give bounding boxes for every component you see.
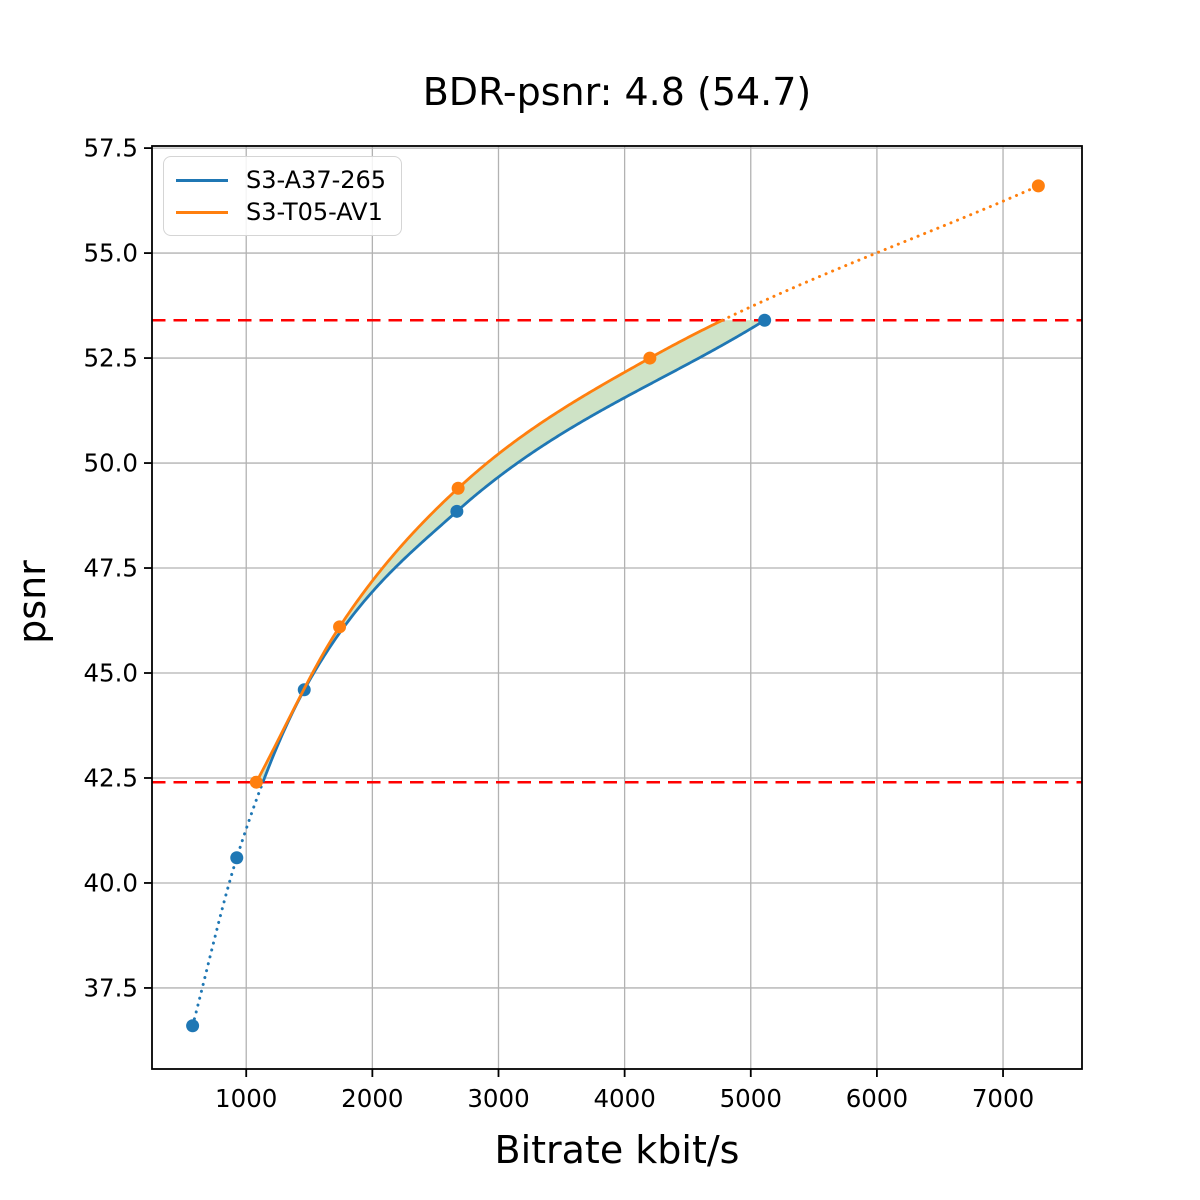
legend-line-sample-orange bbox=[176, 210, 228, 214]
y-tick-label: 52.5 bbox=[83, 344, 138, 373]
y-tick-label: 37.5 bbox=[83, 973, 138, 1002]
y-tick-label: 42.5 bbox=[83, 763, 138, 792]
y-tick-label: 50.0 bbox=[83, 449, 138, 478]
y-tick-label: 40.0 bbox=[83, 868, 138, 897]
legend-line-sample-blue bbox=[176, 178, 228, 182]
x-tick-label: 5000 bbox=[720, 1084, 782, 1113]
x-tick-label: 3000 bbox=[467, 1084, 529, 1113]
legend-label: S3-A37-265 bbox=[246, 166, 387, 194]
y-tick-label: 47.5 bbox=[83, 554, 138, 583]
x-tick-label: 2000 bbox=[341, 1084, 403, 1113]
x-tick-label: 6000 bbox=[846, 1084, 908, 1113]
x-tick-label: 4000 bbox=[593, 1084, 655, 1113]
legend-label: S3-T05-AV1 bbox=[246, 198, 383, 226]
y-tick-label: 55.0 bbox=[83, 239, 138, 268]
legend-item-s3-t05-av1: S3-T05-AV1 bbox=[176, 198, 389, 226]
chart-title: BDR-psnr: 4.8 (54.7) bbox=[422, 70, 812, 114]
x-axis-label: Bitrate kbit/s bbox=[494, 1128, 740, 1172]
y-tick-label: 57.5 bbox=[83, 134, 138, 163]
x-tick-label: 7000 bbox=[972, 1084, 1034, 1113]
legend-item-s3-a37-265: S3-A37-265 bbox=[176, 166, 389, 194]
x-tick-label: 1000 bbox=[215, 1084, 277, 1113]
y-tick-label: 45.0 bbox=[83, 659, 138, 688]
legend: S3-A37-265 S3-T05-AV1 bbox=[163, 156, 402, 236]
